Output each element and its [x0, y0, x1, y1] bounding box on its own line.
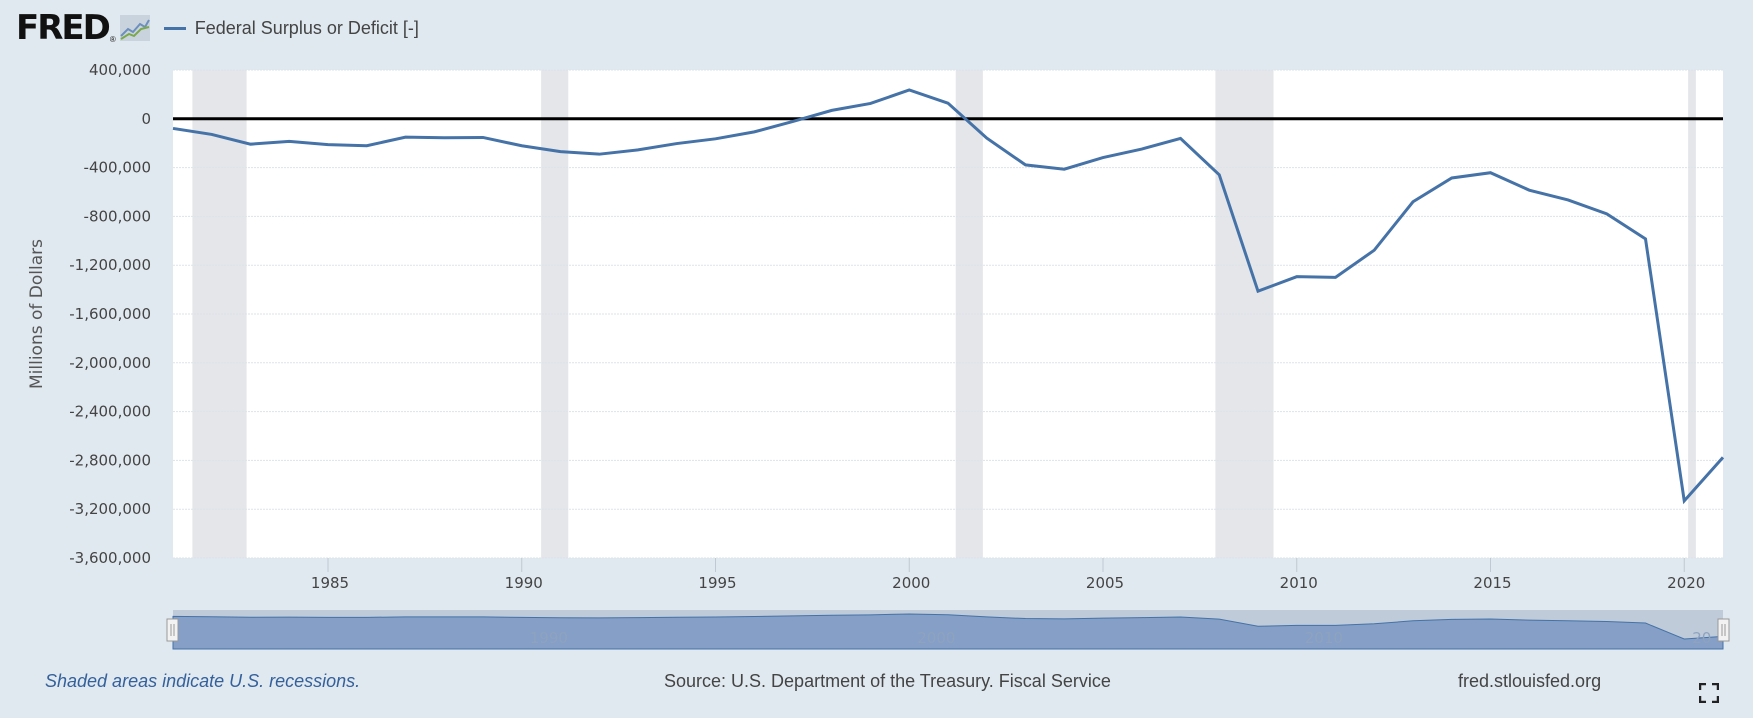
- y-tick-label: 400,000: [89, 61, 151, 79]
- navigator-label: 20: [1692, 629, 1711, 647]
- navigator-handle-left[interactable]: [166, 618, 179, 642]
- navigator-label: 2010: [1305, 629, 1343, 647]
- y-tick-label: -2,400,000: [69, 403, 151, 421]
- y-tick-label: -3,600,000: [69, 549, 151, 567]
- y-tick-label: -2,000,000: [69, 354, 151, 372]
- navigator-handle-right[interactable]: [1717, 618, 1730, 642]
- navigator-labels: 1990 2000 2010 20: [530, 629, 1712, 647]
- registered-mark: ®: [109, 35, 116, 44]
- y-tick-label: 0: [141, 110, 151, 128]
- series-line[interactable]: [172, 88, 1725, 505]
- navigator-label: 2000: [917, 629, 955, 647]
- y-axis-title: Millions of Dollars: [27, 239, 47, 389]
- legend-item[interactable]: Federal Surplus or Deficit [-]: [163, 17, 419, 39]
- y-axis-labels: 400,000 0 -400,000 -800,000 -1,200,000 -1,600…: [69, 61, 151, 567]
- chart-header: FRED ® Federal Surplus or Deficit [-]: [16, 8, 419, 48]
- navigator-label: 1990: [530, 629, 568, 647]
- fred-logo[interactable]: FRED: [16, 8, 111, 48]
- x-tick-label: 2005: [1086, 574, 1124, 592]
- x-tick-label: 2010: [1280, 574, 1318, 592]
- navigator-series-area: [172, 613, 1724, 650]
- source-text: Source: U.S. Department of the Treasury.…: [664, 671, 1111, 691]
- fullscreen-icon[interactable]: [1699, 683, 1719, 703]
- fred-url[interactable]: fred.stlouisfed.org: [1458, 671, 1602, 691]
- x-tick-label: 1985: [311, 574, 349, 592]
- x-tick-label: 1995: [698, 574, 736, 592]
- y-tick-label: -1,200,000: [69, 256, 151, 274]
- grid-lines: [173, 69, 1723, 559]
- legend-swatch: [163, 26, 186, 30]
- y-tick-label: -2,800,000: [69, 451, 151, 469]
- legend-label: Federal Surplus or Deficit [-]: [194, 17, 419, 38]
- navigator[interactable]: 1990 2000 2010 20: [166, 610, 1730, 650]
- x-tick-label: 1990: [505, 574, 543, 592]
- y-tick-label: -400,000: [84, 159, 151, 177]
- fred-graph-icon: [119, 15, 150, 41]
- y-tick-label: -1,600,000: [69, 305, 151, 323]
- x-tick-label: 2015: [1473, 574, 1511, 592]
- x-axis-labels: 1985 1990 1995 2000 2005 2010 2015 2020: [311, 558, 1705, 592]
- y-tick-label: -3,200,000: [69, 500, 151, 518]
- y-tick-label: -800,000: [84, 207, 151, 225]
- x-tick-label: 2020: [1667, 574, 1705, 592]
- recession-note: Shaded areas indicate U.S. recessions.: [45, 671, 361, 691]
- x-tick-label: 2000: [892, 574, 930, 592]
